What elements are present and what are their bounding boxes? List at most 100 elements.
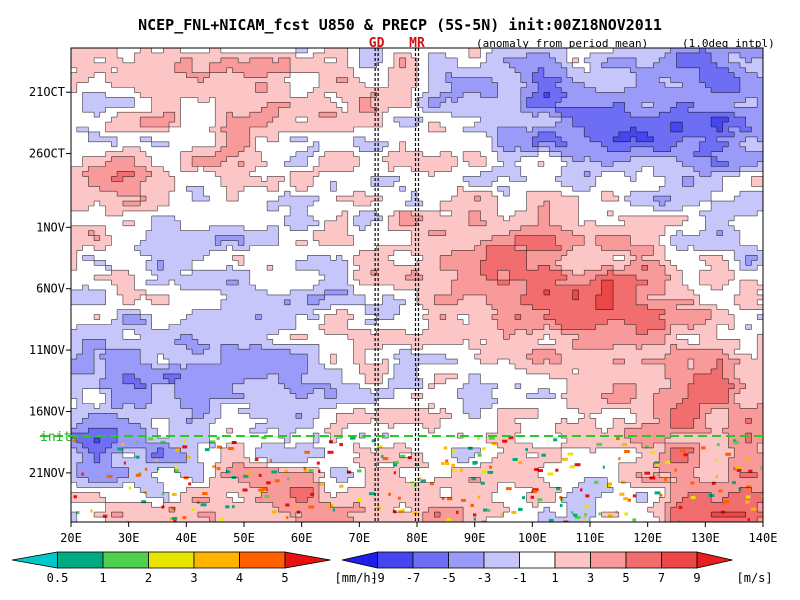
field-cell [653,186,660,192]
field-cell [122,146,130,153]
field-cell [88,171,95,177]
field-cell [676,240,683,247]
field-cell [197,77,205,84]
field-cell [134,171,141,177]
field-cell [238,181,245,187]
field-cell [480,240,487,247]
field-cell [728,161,735,168]
field-cell [134,62,141,69]
field-cell [659,210,666,217]
field-cell [722,72,729,79]
field-cell [601,146,608,153]
anomaly-field [71,48,763,522]
field-cell [313,92,320,98]
field-cell [578,131,585,138]
field-cell [688,48,695,54]
field-cell [232,186,239,192]
field-cell [365,57,372,64]
field-cell [445,146,453,153]
field-cell [370,206,378,212]
field-cell [365,176,372,182]
field-cell [670,176,678,182]
field-cell [664,171,672,177]
field-cell [468,57,476,64]
field-cell [515,210,522,217]
field-cell [734,230,741,237]
field-cell [578,92,585,98]
field-cell [572,87,580,94]
field-cell [670,52,678,59]
field-cell [318,201,326,207]
field-cell [486,161,493,168]
field-cell [365,186,372,192]
field-cell [393,97,401,103]
field-cell [688,225,695,232]
field-cell [284,156,291,163]
field-cell [624,181,631,187]
field-cell [134,67,141,74]
field-cell [428,82,435,89]
field-cell [145,141,153,148]
field-cell [422,196,430,202]
field-cell [111,87,118,94]
field-cell [318,87,326,94]
field-cell [676,48,683,54]
field-cell [336,107,343,113]
field-cell [255,201,262,207]
field-cell [117,97,124,103]
field-cell [716,225,724,232]
field-cell [301,117,309,123]
field-cell [128,141,136,148]
field-cell [324,215,332,222]
field-cell [636,201,643,207]
field-cell [272,102,280,108]
field-cell [82,48,89,54]
field-cell [215,77,222,84]
field-cell [607,210,614,217]
field-cell [376,156,383,163]
field-cell [278,102,285,108]
field-cell [676,52,683,59]
field-cell [301,131,309,138]
field-cell [520,240,528,247]
field-cell [336,82,343,89]
field-cell [543,67,551,74]
field-cell [134,181,141,187]
field-cell [664,235,672,242]
field-cell [636,161,643,168]
field-cell [295,72,303,79]
field-cell [561,127,568,133]
field-cell [318,117,326,123]
field-cell [88,220,95,227]
field-cell [670,87,678,94]
field-cell [624,82,631,89]
field-cell [261,186,268,192]
field-cell [509,141,516,148]
field-cell [365,107,372,113]
field-cell [88,67,95,74]
field-cell [647,117,655,123]
field-cell [244,186,251,192]
field-cell [71,52,78,59]
field-cell [122,206,130,212]
field-cell [497,146,505,153]
field-cell [739,156,747,163]
field-cell [480,156,487,163]
field-cell [76,230,84,237]
field-cell [111,151,118,158]
field-cell [226,102,234,108]
field-cell [618,146,626,153]
field-cell [607,131,614,138]
field-cell [209,87,216,94]
field-cell [486,87,493,94]
field-cell [318,151,326,158]
field-cell [203,82,210,89]
field-cell [440,52,447,59]
field-cell [393,131,401,138]
field-cell [411,240,418,247]
field-cell [82,176,89,182]
field-cell [607,48,614,54]
field-cell [509,57,516,64]
field-cell [636,176,643,182]
field-cell [543,97,551,103]
